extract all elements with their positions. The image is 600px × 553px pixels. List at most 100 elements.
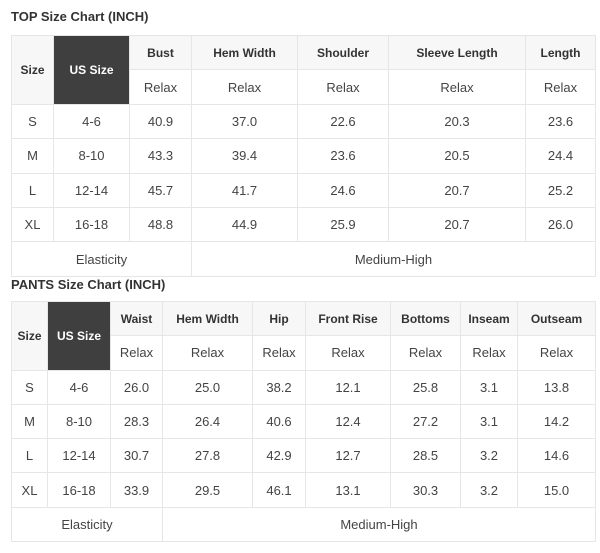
measurement-cell: 14.6 [517, 438, 596, 474]
elasticity-value: Medium-High [191, 241, 596, 277]
table-row: XL 16-18 48.8 44.9 25.9 20.7 26.0 [11, 206, 596, 243]
elasticity-label: Elasticity [11, 241, 192, 277]
column-header: Sleeve Length [388, 34, 526, 71]
us-size-cell: 12-14 [47, 438, 111, 474]
measurement-cell: 25.2 [525, 172, 596, 208]
measurement-cell: 38.2 [252, 369, 306, 405]
measurement-cell: 44.9 [191, 206, 298, 243]
column-header: Hem Width [162, 300, 253, 337]
fit-cell: Relax [252, 335, 306, 371]
column-header: Outseam [517, 300, 596, 337]
measurement-cell: 26.0 [525, 206, 596, 243]
fit-cell: Relax [162, 335, 253, 371]
us-size-header: US Size [53, 35, 130, 105]
measurement-cell: 26.4 [162, 403, 253, 440]
us-size-cell: 12-14 [53, 172, 130, 208]
size-cell: M [11, 138, 54, 174]
table-row: M 8-10 43.3 39.4 23.6 20.5 24.4 [11, 138, 596, 174]
size-header: Size [11, 301, 48, 371]
measurement-cell: 23.6 [525, 103, 596, 140]
header-row: Size US Size Bust Hem Width Shoulder Sleeve L… [11, 34, 596, 105]
column-header: Bottoms [390, 300, 461, 337]
measurement-cell: 25.9 [297, 206, 389, 243]
table-row: S 4-6 40.9 37.0 22.6 20.3 23.6 [11, 103, 596, 140]
column-header: Length [525, 34, 596, 71]
measurement-cell: 12.1 [305, 369, 391, 405]
column-header: Waist [110, 300, 163, 337]
measurement-cell: 20.3 [388, 103, 526, 140]
measurement-cell: 30.7 [110, 438, 163, 474]
pants-chart-title: PANTS Size Chart (INCH) [11, 277, 166, 292]
us-size-cell: 4-6 [47, 369, 111, 405]
measurement-cell: 43.3 [129, 138, 192, 174]
measurement-cell: 22.6 [297, 103, 389, 140]
fit-row: Relax Relax Relax Relax Relax Relax Relax [12, 335, 596, 371]
measurement-cell: 46.1 [252, 472, 306, 508]
size-cell: M [11, 403, 48, 440]
measurement-cell: 42.9 [252, 438, 306, 474]
elasticity-row: Elasticity Medium-High [11, 241, 596, 277]
fit-cell: Relax [110, 335, 163, 371]
measurement-cell: 25.8 [390, 369, 461, 405]
size-cell: S [11, 369, 48, 405]
elasticity-label: Elasticity [11, 506, 163, 543]
measurement-cell: 12.4 [305, 403, 391, 440]
column-header: Bust [129, 34, 192, 71]
table-row: S 4-6 26.0 25.0 38.2 12.1 25.8 3.1 13.8 [11, 369, 596, 405]
measurement-cell: 33.9 [110, 472, 163, 508]
column-header: Hip [252, 300, 306, 337]
measurement-cell: 45.7 [129, 172, 192, 208]
us-size-cell: 16-18 [47, 472, 111, 508]
measurement-cell: 48.8 [129, 206, 192, 243]
measurement-cell: 20.7 [388, 206, 526, 243]
measurement-cell: 12.7 [305, 438, 391, 474]
measurement-cell: 3.2 [460, 472, 518, 508]
pants-size-table: Size US Size Waist Hem Width Hip Front Rise Bo… [11, 300, 596, 543]
us-size-cell: 4-6 [53, 103, 130, 140]
header-row: Size US Size Waist Hem Width Hip Front Rise Bo… [11, 300, 596, 371]
fit-cell: Relax [460, 335, 518, 371]
us-size-cell: 8-10 [53, 138, 130, 174]
measurement-cell: 3.2 [460, 438, 518, 474]
measurement-cell: 20.5 [388, 138, 526, 174]
table-row: XL 16-18 33.9 29.5 46.1 13.1 30.3 3.2 15.0 [11, 472, 596, 508]
column-header: Inseam [460, 300, 518, 337]
measurement-cell: 28.5 [390, 438, 461, 474]
us-size-cell: 8-10 [47, 403, 111, 440]
measurement-cell: 27.8 [162, 438, 253, 474]
measurement-cell: 15.0 [517, 472, 596, 508]
fit-cell: Relax [517, 335, 596, 371]
measurement-cell: 24.4 [525, 138, 596, 174]
elasticity-row: Elasticity Medium-High [11, 506, 596, 543]
measurement-cell: 30.3 [390, 472, 461, 508]
fit-cell: Relax [297, 69, 389, 105]
fit-cell: Relax [191, 69, 298, 105]
fit-cell: Relax [390, 335, 461, 371]
us-size-cell: 16-18 [53, 206, 130, 243]
size-cell: S [11, 103, 54, 140]
elasticity-value: Medium-High [162, 506, 596, 543]
measurement-cell: 3.1 [460, 403, 518, 440]
us-size-header: US Size [47, 301, 111, 371]
size-header: Size [11, 35, 54, 105]
measurement-cell: 25.0 [162, 369, 253, 405]
measurement-cell: 13.8 [517, 369, 596, 405]
measurement-cell: 24.6 [297, 172, 389, 208]
table-row: L 12-14 30.7 27.8 42.9 12.7 28.5 3.2 14.6 [11, 438, 596, 474]
measurement-cell: 3.1 [460, 369, 518, 405]
fit-cell: Relax [525, 69, 596, 105]
measurement-cell: 37.0 [191, 103, 298, 140]
measurement-cell: 41.7 [191, 172, 298, 208]
column-header: Hem Width [191, 34, 298, 71]
top-size-table: Size US Size Bust Hem Width Shoulder Sleeve L… [11, 34, 596, 277]
measurement-cell: 28.3 [110, 403, 163, 440]
table-row: L 12-14 45.7 41.7 24.6 20.7 25.2 [11, 172, 596, 208]
fit-cell: Relax [305, 335, 391, 371]
measurement-cell: 39.4 [191, 138, 298, 174]
measurement-cell: 26.0 [110, 369, 163, 405]
measurement-cell: 29.5 [162, 472, 253, 508]
column-header: Front Rise [305, 300, 391, 337]
fit-row: Relax Relax Relax Relax Relax [12, 69, 596, 105]
table-row: M 8-10 28.3 26.4 40.6 12.4 27.2 3.1 14.2 [11, 403, 596, 440]
measurement-cell: 40.6 [252, 403, 306, 440]
